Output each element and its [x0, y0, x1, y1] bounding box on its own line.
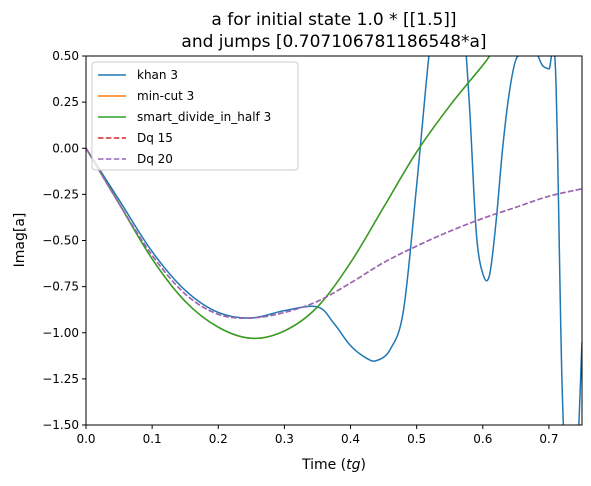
y-axis-ticks: 0.50 0.25 0.00 −0.25 −0.50 −0.75 −1.00 −1.25 −1.… [42, 49, 86, 432]
x-tick-label: 0.7 [539, 432, 558, 446]
y-tick-label: −0.75 [42, 280, 79, 294]
y-tick-label: −0.25 [42, 187, 79, 201]
legend-label-dq-15: Dq 15 [137, 131, 173, 145]
x-tick-label: 0.2 [209, 432, 228, 446]
x-tick-label: 0.4 [341, 432, 360, 446]
y-tick-label: −1.25 [42, 372, 79, 386]
legend-label-dq-20: Dq 20 [137, 152, 173, 166]
y-tick-label: −1.50 [42, 418, 79, 432]
y-tick-label: 0.25 [52, 95, 79, 109]
y-axis-label: Imag[a] [12, 213, 28, 268]
legend-label-smart-divide-in-half-3: smart_divide_in_half 3 [137, 110, 271, 124]
series-line-dq-20 [86, 147, 582, 319]
x-tick-label: 0.1 [143, 432, 162, 446]
chart-title-line1: a for initial state 1.0 * [[1.5]] [211, 10, 456, 30]
x-tick-label: 0.6 [473, 432, 492, 446]
y-tick-label: −1.00 [42, 326, 79, 340]
series-line-smart-divide-in-half-3 [86, 56, 491, 340]
legend-label-khan-3: khan 3 [137, 68, 178, 82]
legend: khan 3 min-cut 3 smart_divide_in_half 3 Dq … [91, 61, 299, 171]
x-axis-label: Time (tg) [301, 457, 366, 473]
x-tick-label: 0.3 [275, 432, 294, 446]
x-axis-label-prefix: Time ( [301, 457, 346, 473]
legend-box [91, 61, 299, 171]
x-axis-ticks: 0.0 0.1 0.2 0.3 0.4 0.5 0.6 0.7 [76, 425, 558, 446]
y-tick-label: −0.50 [42, 234, 79, 248]
x-tick-label: 0.0 [76, 432, 95, 446]
chart-title-line2: and jumps [0.707106781186548*a] [181, 32, 486, 52]
y-tick-label: 0.50 [52, 49, 79, 63]
x-tick-label: 0.5 [407, 432, 426, 446]
series-layer [86, 56, 582, 425]
legend-label-min-cut-3: min-cut 3 [137, 89, 194, 103]
y-tick-label: 0.00 [52, 141, 79, 155]
x-axis-label-var: tg [346, 457, 360, 473]
x-axis-label-suffix: ) [361, 457, 366, 473]
